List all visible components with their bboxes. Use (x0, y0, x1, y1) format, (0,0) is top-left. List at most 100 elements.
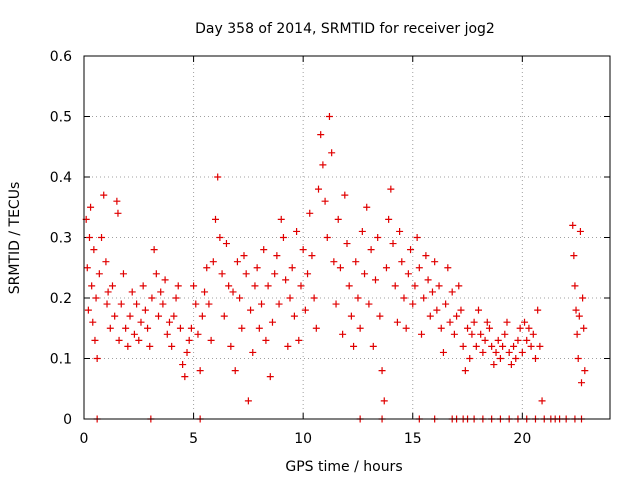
data-point (190, 282, 198, 290)
data-point (159, 300, 167, 308)
data-point (382, 264, 390, 272)
data-point (391, 282, 399, 290)
data-point (579, 294, 587, 302)
data-point (216, 234, 224, 241)
data-point (87, 203, 95, 211)
data-point (492, 348, 500, 356)
data-point (196, 367, 204, 375)
data-point (157, 288, 165, 296)
data-point (354, 294, 362, 302)
data-point (512, 355, 520, 362)
y-tick-label: 0 (63, 412, 72, 428)
data-point (490, 361, 498, 369)
data-point (119, 270, 127, 278)
data-point (150, 246, 158, 254)
data-point (442, 300, 450, 308)
data-point (155, 312, 163, 320)
data-point (88, 282, 96, 290)
data-point (146, 342, 154, 350)
data-point (576, 227, 584, 235)
data-point (336, 264, 344, 272)
data-point (339, 330, 347, 338)
data-point (501, 330, 509, 338)
data-point (466, 355, 474, 362)
data-point (459, 342, 467, 350)
data-point (288, 264, 296, 272)
data-point (181, 373, 189, 381)
data-point (203, 264, 211, 272)
data-point (387, 185, 395, 193)
data-point (409, 300, 417, 308)
data-point (514, 336, 522, 344)
data-point (103, 300, 111, 308)
data-point (187, 324, 195, 332)
data-point (297, 282, 305, 290)
data-point (536, 342, 544, 350)
data-point (205, 300, 213, 308)
data-point (106, 324, 114, 332)
data-point (404, 270, 412, 278)
data-point (128, 288, 136, 296)
x-tick-label: 0 (80, 431, 89, 447)
data-point (328, 149, 336, 157)
data-point (233, 258, 241, 266)
data-point (424, 276, 432, 284)
data-point (293, 227, 301, 235)
data-point (448, 288, 456, 296)
data-point (503, 318, 511, 326)
data-point (201, 288, 209, 296)
data-point (91, 336, 99, 344)
tick-labels: 0 0.1 0.2 0.3 0.4 0.5 0.6 0 5 10 15 20 (50, 49, 532, 447)
data-point (505, 348, 513, 356)
data-point (317, 131, 325, 139)
data-point (371, 276, 379, 284)
data-point (275, 300, 283, 308)
data-point (321, 197, 329, 205)
data-point (411, 282, 419, 290)
data-point (209, 258, 217, 266)
y-tick-label: 0.6 (50, 49, 72, 65)
data-point (236, 294, 244, 302)
data-point (231, 367, 239, 375)
data-point (477, 330, 485, 338)
data-point (531, 355, 539, 362)
data-point (135, 336, 143, 344)
data-point (117, 300, 125, 308)
data-point (455, 282, 463, 290)
data-point (172, 294, 180, 302)
data-point (345, 282, 353, 290)
data-point (435, 282, 443, 290)
data-point (516, 324, 524, 332)
data-point (222, 240, 230, 248)
data-point (268, 318, 276, 326)
data-point (433, 306, 441, 314)
data-point (418, 330, 426, 338)
data-point (212, 215, 219, 223)
data-point (450, 330, 458, 338)
data-point (481, 336, 489, 344)
data-point (464, 324, 472, 332)
data-point (494, 336, 502, 344)
data-point (475, 306, 482, 314)
data-point (431, 258, 439, 266)
data-point (415, 264, 423, 272)
data-point (240, 252, 248, 260)
data-point (330, 258, 338, 266)
data-point (176, 324, 184, 332)
grid (84, 56, 610, 419)
data-point (290, 312, 298, 320)
data-point (413, 234, 421, 241)
data-point (227, 342, 235, 350)
data-point (179, 361, 187, 369)
data-point (581, 367, 589, 375)
y-tick-label: 0.3 (50, 231, 72, 247)
data-point (279, 234, 287, 241)
y-tick-label: 0.2 (50, 291, 72, 307)
x-tick-label: 5 (189, 431, 198, 447)
data-point (367, 246, 375, 254)
data-point (496, 355, 504, 362)
data-point (192, 300, 200, 308)
x-tick-label: 20 (513, 431, 531, 447)
data-point (264, 282, 272, 290)
